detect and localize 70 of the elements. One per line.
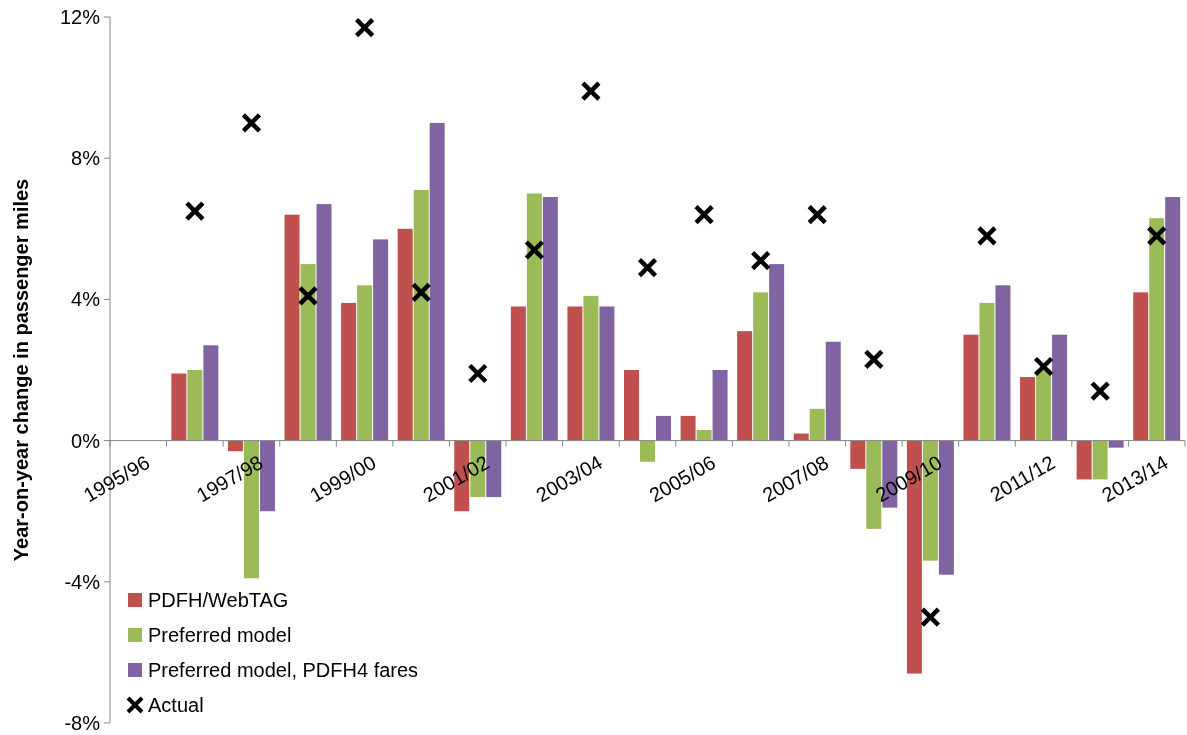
y-tick-label: 4% [71,288,101,311]
point [1146,225,1167,247]
legend-label: PDFH/WebTAG [148,589,289,611]
bar [567,306,583,441]
bar [227,440,243,452]
bar [413,189,429,441]
point [580,80,602,102]
point [1033,356,1054,377]
bar [316,204,332,441]
bar [979,302,995,441]
bar [1133,292,1149,441]
legend-label: Preferred model [148,624,292,646]
point [920,606,941,628]
point [637,257,658,278]
point [1089,380,1111,402]
bar [680,415,696,441]
bar [809,408,825,441]
bar [825,341,841,441]
y-tick-label: 0% [71,429,101,452]
bar [429,122,445,441]
bar [373,239,389,441]
point [241,112,262,134]
point [354,17,375,38]
bar [769,264,785,441]
bar [526,193,542,441]
bar [187,370,203,441]
bar [1052,334,1068,441]
point [806,204,828,225]
point [863,349,885,370]
y-tick-label: -8% [64,712,101,734]
point [976,225,998,247]
bar [656,415,671,441]
bar [696,430,712,441]
bar [397,228,413,441]
point [410,282,432,303]
point [693,204,715,225]
bar [1149,218,1165,441]
bar [542,197,558,441]
bar [284,214,300,441]
point [297,285,319,307]
bar [624,370,639,441]
point [524,239,545,261]
bar [203,345,219,441]
bar [850,440,866,469]
legend-label: Actual [148,694,204,716]
bar [753,292,769,441]
bar [1076,440,1092,480]
point [184,200,206,222]
bar [1165,197,1181,441]
bar [737,331,753,441]
legend-label: Preferred model, PDFH4 fares [148,659,419,681]
point [750,250,771,271]
y-tick-label: 8% [71,147,101,170]
bar [995,285,1011,441]
bar [171,373,187,441]
y-axis-title: Year-on-year change in passenger miles [10,178,32,562]
bar [599,306,615,441]
bar [510,306,526,441]
bar [1020,377,1036,441]
bar [712,370,728,441]
y-tick-label: -4% [64,570,101,593]
bar [300,264,316,441]
bar [963,334,979,441]
bar [341,302,357,441]
point [467,363,489,384]
bar [1108,440,1124,448]
bar [357,285,373,441]
bar [1036,370,1052,441]
bar [583,295,599,441]
y-tick-label: 12% [59,6,101,28]
